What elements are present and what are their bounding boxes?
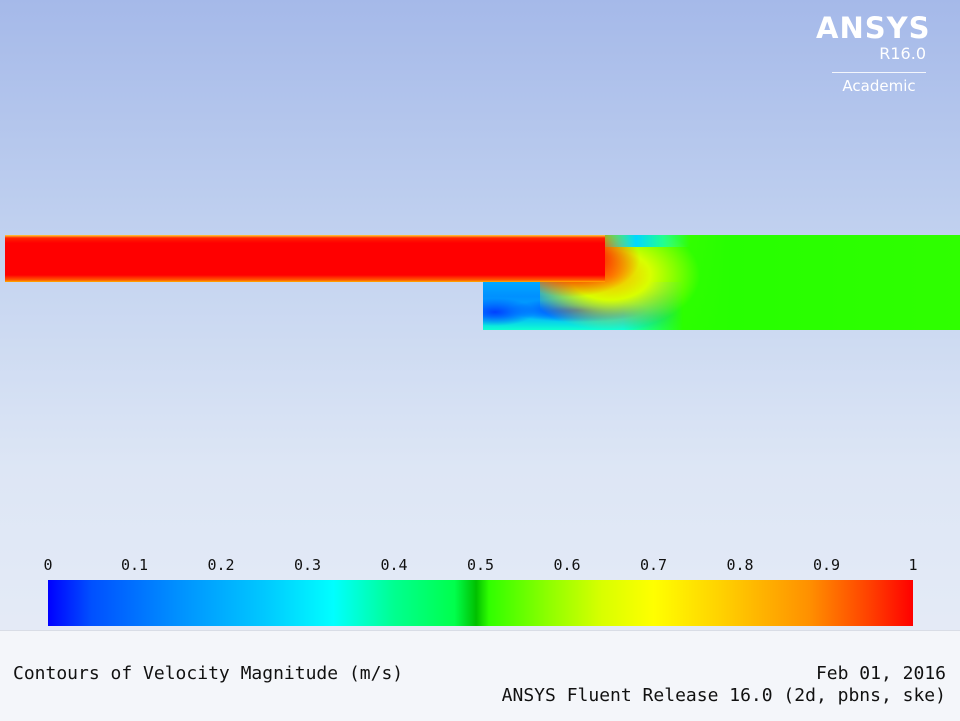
- colorbar-tick-label: 0.7: [639, 556, 668, 574]
- colorbar-tick-label: 0.6: [553, 556, 581, 574]
- colorbar-tick-label: 0.9: [812, 556, 841, 574]
- logo-edition: Academic: [842, 77, 916, 95]
- colorbar: [48, 580, 913, 626]
- ansys-logo: ANSYS R16.0 Academic: [816, 11, 931, 95]
- colorbar-tick-label: 0.3: [293, 556, 322, 574]
- colorbar-tick-label: 0.4: [380, 556, 408, 574]
- colorbar-tick-label: 0.5: [466, 556, 495, 574]
- colorbar-tick-label: 1: [908, 556, 918, 574]
- logo-brand: ANSYS: [816, 11, 931, 45]
- annotation-bar: Contours of Velocity Magnitude (m/s) Feb…: [0, 630, 960, 721]
- logo-release: R16.0: [879, 44, 926, 63]
- plot-title: Contours of Velocity Magnitude (m/s): [13, 663, 404, 684]
- colorbar-tick-label: 0.8: [726, 556, 754, 574]
- colorbar-tick-label: 0.1: [120, 556, 149, 574]
- colorbar-tick-label: 0.2: [207, 556, 235, 574]
- shear-layer-contour: [600, 235, 690, 247]
- colorbar-labels: 0 0.1 0.2 0.3 0.4 0.5 0.6 0.7 0.8 0.9 1: [43, 556, 917, 576]
- solver-release-info: ANSYS Fluent Release 16.0 (2d, pbns, ske…: [501, 685, 946, 706]
- logo-divider: [832, 72, 926, 73]
- graphics-viewport[interactable]: ANSYS R16.0 Academic 0 0.1 0.2 0.3 0.4 0.5 0.6…: [0, 0, 960, 630]
- plot-date: Feb 01, 2016: [815, 663, 946, 684]
- colorbar-tick-label: 0: [43, 556, 53, 574]
- inlet-channel-contour: [5, 235, 605, 282]
